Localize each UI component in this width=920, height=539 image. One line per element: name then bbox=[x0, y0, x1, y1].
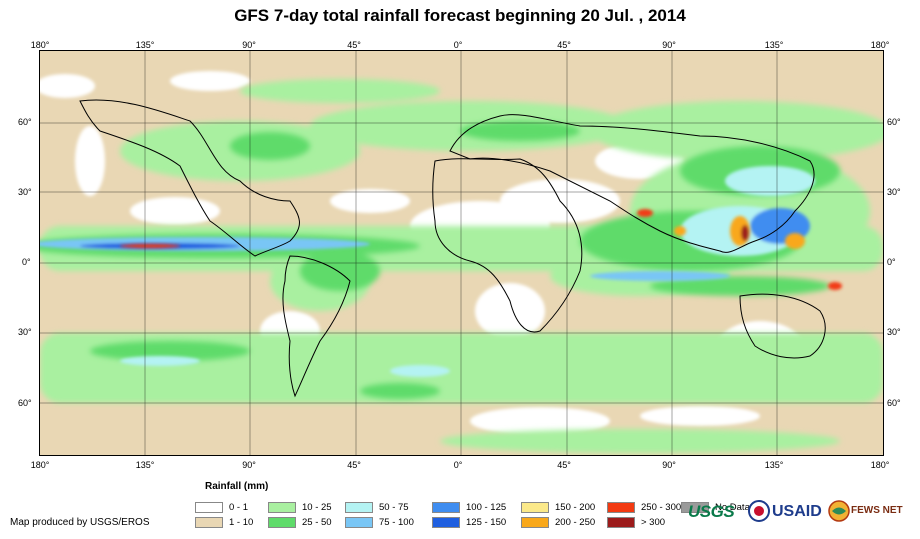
legend-swatch bbox=[268, 502, 296, 513]
lat-label: 60° bbox=[887, 398, 901, 408]
lat-label: 60° bbox=[18, 117, 32, 127]
legend-label: 0 - 1 bbox=[229, 502, 249, 513]
lat-label: 0° bbox=[887, 257, 896, 267]
lon-label: 180° bbox=[30, 460, 50, 470]
legend-label: 1 - 10 bbox=[229, 517, 254, 528]
usaid-logo: USAID bbox=[772, 503, 822, 521]
legend-item: 10 - 25 bbox=[268, 502, 332, 513]
legend-swatch bbox=[607, 502, 635, 513]
lat-label: 0° bbox=[22, 257, 31, 267]
lon-label: 135° bbox=[135, 40, 155, 50]
eurasia-outline bbox=[449, 114, 815, 253]
lon-label: 45° bbox=[347, 460, 361, 470]
lon-label: 90° bbox=[662, 40, 676, 50]
legend-swatch bbox=[345, 517, 373, 528]
legend-item: 0 - 1 bbox=[195, 502, 248, 513]
lat-label: 60° bbox=[887, 117, 901, 127]
legend-label: 50 - 75 bbox=[379, 502, 409, 513]
legend-swatch bbox=[432, 502, 460, 513]
legend-item: 150 - 200 bbox=[521, 502, 595, 513]
legend-item: 50 - 75 bbox=[345, 502, 409, 513]
legend-swatch bbox=[521, 517, 549, 528]
lon-label: 45° bbox=[347, 40, 361, 50]
coastlines bbox=[79, 99, 826, 398]
lon-label: 90° bbox=[242, 40, 256, 50]
legend-item: 200 - 250 bbox=[521, 517, 595, 528]
usaid-seal-icon bbox=[748, 500, 770, 522]
legend-item: > 300 bbox=[607, 517, 665, 528]
lon-label: 90° bbox=[242, 460, 256, 470]
legend-swatch bbox=[607, 517, 635, 528]
fewsnet-globe-icon bbox=[828, 500, 850, 522]
usaid-logo-text: USAID bbox=[772, 503, 822, 520]
legend-swatch bbox=[345, 502, 373, 513]
south-america-outline bbox=[282, 255, 351, 398]
legend-swatch bbox=[268, 517, 296, 528]
legend-label: 125 - 150 bbox=[466, 517, 507, 528]
lon-label: 180° bbox=[870, 460, 890, 470]
legend-item: 250 - 300 bbox=[607, 502, 681, 513]
lat-label: 30° bbox=[18, 327, 32, 337]
lon-label: 135° bbox=[764, 40, 784, 50]
legend-label: > 300 bbox=[641, 517, 666, 528]
rainfall-map bbox=[39, 50, 884, 456]
map-credit: Map produced by USGS/EROS bbox=[10, 517, 150, 528]
legend-label: 250 - 300 bbox=[641, 502, 682, 513]
lon-label: 180° bbox=[30, 40, 50, 50]
lon-label: 0° bbox=[453, 40, 463, 50]
map-title: GFS 7-day total rainfall forecast beginn… bbox=[234, 6, 686, 25]
legend-label: 10 - 25 bbox=[302, 502, 332, 513]
usgs-logo: USGS bbox=[688, 502, 735, 522]
legend-swatch bbox=[521, 502, 549, 513]
legend-swatch bbox=[195, 502, 223, 513]
australia-outline bbox=[739, 293, 826, 359]
lat-label: 30° bbox=[887, 187, 901, 197]
legend-label: 100 - 125 bbox=[466, 502, 507, 513]
lat-label: 30° bbox=[18, 187, 32, 197]
legend-swatch bbox=[681, 502, 709, 513]
lon-label: 90° bbox=[662, 460, 676, 470]
legend-item: 125 - 150 bbox=[432, 517, 506, 528]
legend-item: 1 - 10 bbox=[195, 517, 253, 528]
lon-label: 45° bbox=[557, 40, 571, 50]
usgs-logo-text: USGS bbox=[688, 502, 735, 521]
legend-item: 25 - 50 bbox=[268, 517, 332, 528]
fewsnet-logo: FEWS NET bbox=[851, 505, 903, 516]
heavy-rain-zones bbox=[120, 209, 842, 290]
legend-label: 150 - 200 bbox=[555, 502, 596, 513]
lon-label: 0° bbox=[453, 460, 463, 470]
legend-label: 75 - 100 bbox=[379, 517, 414, 528]
africa-outline bbox=[432, 158, 583, 333]
legend-label: 25 - 50 bbox=[302, 517, 332, 528]
lat-label: 60° bbox=[18, 398, 32, 408]
legend-item: 100 - 125 bbox=[432, 502, 506, 513]
legend-item: 75 - 100 bbox=[345, 517, 414, 528]
lat-label: 30° bbox=[887, 327, 901, 337]
legend-label: No Data bbox=[715, 502, 750, 513]
lon-label: 180° bbox=[870, 40, 890, 50]
legend-swatch bbox=[195, 517, 223, 528]
lon-label: 135° bbox=[135, 460, 155, 470]
legend-swatch bbox=[432, 517, 460, 528]
lon-label: 135° bbox=[764, 460, 784, 470]
lon-label: 45° bbox=[557, 460, 571, 470]
north-america-outline bbox=[79, 99, 300, 257]
rainfall-map-graphic bbox=[40, 51, 883, 455]
legend-label: 200 - 250 bbox=[555, 517, 596, 528]
legend-title: Rainfall (mm) bbox=[205, 481, 269, 492]
fewsnet-logo-text: FEWS NET bbox=[851, 505, 903, 516]
legend-item: No Data bbox=[681, 502, 750, 513]
